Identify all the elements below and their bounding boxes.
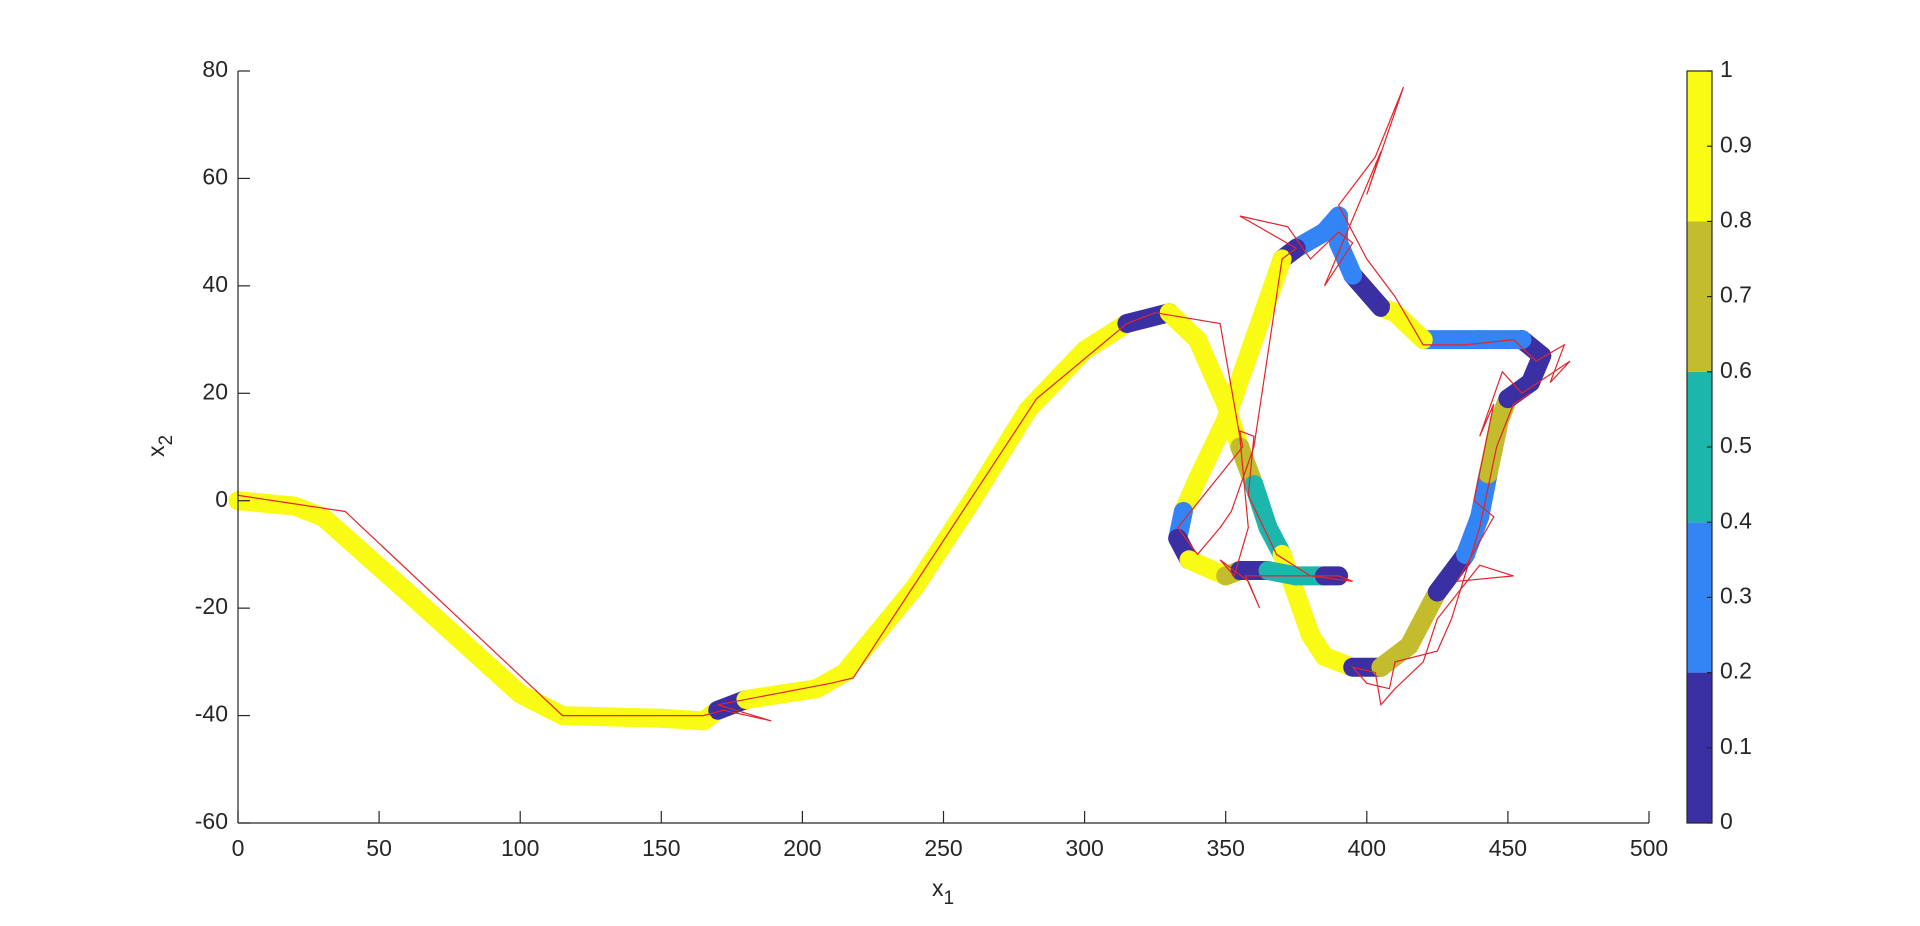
trajectory-point [285,497,304,516]
trajectory-point [807,679,826,698]
colorbar-tick-label: 0.4 [1720,507,1752,533]
x-tick-label: 200 [783,835,821,861]
y-tick-label: 0 [215,486,228,512]
trajectory-point [1521,373,1540,392]
trajectory-point [1244,475,1263,494]
x-tick-label: 250 [924,835,962,861]
trajectory-point [1216,395,1235,414]
y-axis-label: x2 [143,435,177,457]
y-tick-label: -20 [195,593,228,619]
y-label-base: x [143,445,169,457]
y-tick-label: 60 [202,164,228,190]
trajectory-point [1188,330,1207,349]
y-tick-label: 40 [202,271,228,297]
x-tick-label: 300 [1065,835,1103,861]
x-axis-label: x1 [932,875,954,909]
trajectory-point [1168,529,1187,548]
trajectory-segment [397,582,530,704]
trajectory-point [1273,545,1292,564]
trajectory-point [1230,561,1249,580]
colorbar-tick-label: 0.8 [1720,206,1752,232]
trajectory-point [1386,303,1405,322]
trajectory-point [313,507,332,526]
trajectory-segment [1187,330,1236,414]
colorbar-tick-label: 1 [1720,56,1733,82]
colorbar-tick-label: 0.9 [1720,131,1752,157]
trajectory-point [1371,658,1390,677]
trajectory-point [1216,411,1235,430]
trajectory-point [1160,303,1179,322]
x-tick-label: 500 [1630,835,1668,861]
x-tick-label: 400 [1348,835,1386,861]
trajectory-point [1532,346,1551,365]
trajectory-point [1180,550,1199,569]
estimate-line [237,86,1571,722]
trajectory-point [1259,561,1278,580]
trajectory-point [1479,464,1498,483]
colorbar-tick-label: 0.3 [1720,582,1752,608]
x-tick-label: 450 [1489,835,1527,861]
trajectory-point [1075,341,1094,360]
trajectory-point [694,711,713,730]
colorbar-tick-label: 0.2 [1720,658,1752,684]
trajectory-point [511,685,530,704]
trajectory-point [652,709,671,728]
colorbar-tick-label: 0.7 [1720,282,1752,308]
trajectory-point [1343,266,1362,285]
trajectory-point [1470,330,1489,349]
trajectory-segment [1187,410,1236,489]
trajectory-point [1428,583,1447,602]
y-tick-label: -40 [195,701,228,727]
x-tick-label: 100 [501,835,539,861]
trajectory-segment [905,491,982,597]
plot-area [228,86,1571,731]
x-label-base: x [932,875,944,901]
colorbar-tick-label: 0 [1720,808,1733,834]
trajectory-point [1315,223,1334,242]
trajectory-point [1371,298,1390,317]
colorbar-tick-label: 0.1 [1720,733,1752,759]
trajectory-point [1400,636,1419,655]
trajectory-point [1174,502,1193,521]
trajectory-segment [1399,582,1447,656]
trajectory-point [1470,507,1489,526]
trajectory-point [1019,400,1038,419]
trajectory-segment [313,507,417,602]
trajectory-point [1188,470,1207,489]
trajectory-point [1414,330,1433,349]
y-tick-label: -60 [195,808,228,834]
trajectory-point [1301,626,1320,644]
trajectory-point [1259,518,1278,537]
trajectory-point [398,583,417,602]
y-tick-label: 80 [202,56,228,82]
trajectory-point [1315,647,1334,666]
trajectory-point [1329,207,1348,226]
x-tick-label: 0 [232,835,245,861]
x-tick-label: 150 [642,835,680,861]
x-tick-label: 350 [1207,835,1245,861]
x-label-sub: 1 [943,888,954,909]
trajectory-segment [1018,340,1095,419]
x-tick-label: 50 [366,835,392,861]
trajectory-point [1329,233,1348,252]
trajectory-point [1513,330,1532,349]
trajectory-point [1244,330,1263,349]
trajectory-segment [1244,249,1292,350]
trajectory-point [1498,389,1517,408]
colorbar-tick-label: 0.5 [1720,432,1752,458]
trajectory-point [1490,411,1509,430]
trajectory-point [835,663,854,682]
y-tick-label: 20 [202,378,228,404]
colorbar-tick-label: 0.6 [1720,357,1752,383]
trajectory-point [1230,438,1249,456]
y-label-sub: 2 [156,435,177,446]
